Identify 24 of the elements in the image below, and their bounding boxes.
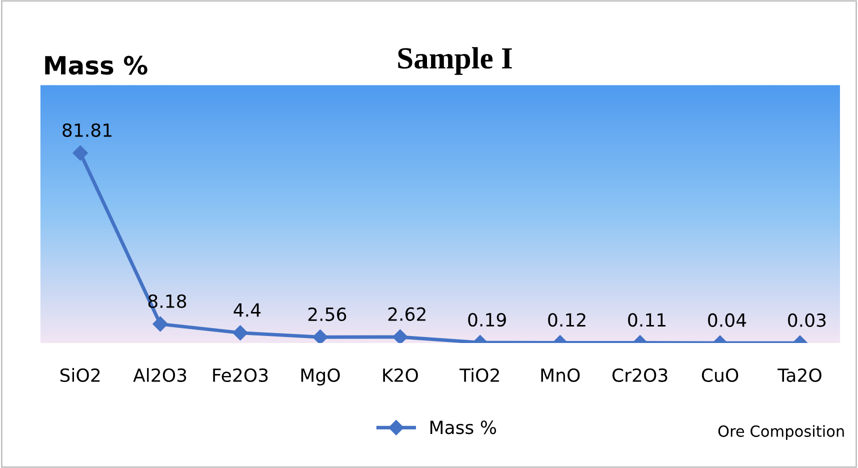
x-tick-label: MgO xyxy=(301,368,340,386)
x-tick-label: TiO2 xyxy=(459,368,499,382)
text: Ore Composition xyxy=(718,425,844,440)
x-tick-label: CuO xyxy=(702,368,738,382)
x-tick-label: SiO2 xyxy=(60,368,100,382)
data-label: 0.04 xyxy=(708,313,746,327)
x-tick-label: Al2O3 xyxy=(133,368,186,382)
x-tick-label: Cr2O3 xyxy=(612,368,668,382)
data-label: 81.81 xyxy=(62,123,112,137)
data-label: 0.11 xyxy=(628,313,666,327)
data-label: 2.56 xyxy=(308,307,346,322)
data-label: 0.19 xyxy=(468,312,506,327)
data-label: 0.03 xyxy=(788,313,826,327)
y-axis-title: Mass % xyxy=(45,56,148,75)
x-tick-label: K2O xyxy=(383,368,418,382)
x-tick-label: Fe2O3 xyxy=(213,368,268,382)
x-tick-label: Ta2O xyxy=(778,368,822,382)
point xyxy=(72,145,88,161)
data-label: 0.12 xyxy=(548,313,586,327)
data-label: 2.62 xyxy=(388,307,426,321)
data-label: 4.4 xyxy=(234,303,261,317)
legend-label: Mass % xyxy=(430,420,496,434)
chart-title: Sample I xyxy=(398,47,512,75)
x-tick-label: MnO xyxy=(541,368,580,382)
